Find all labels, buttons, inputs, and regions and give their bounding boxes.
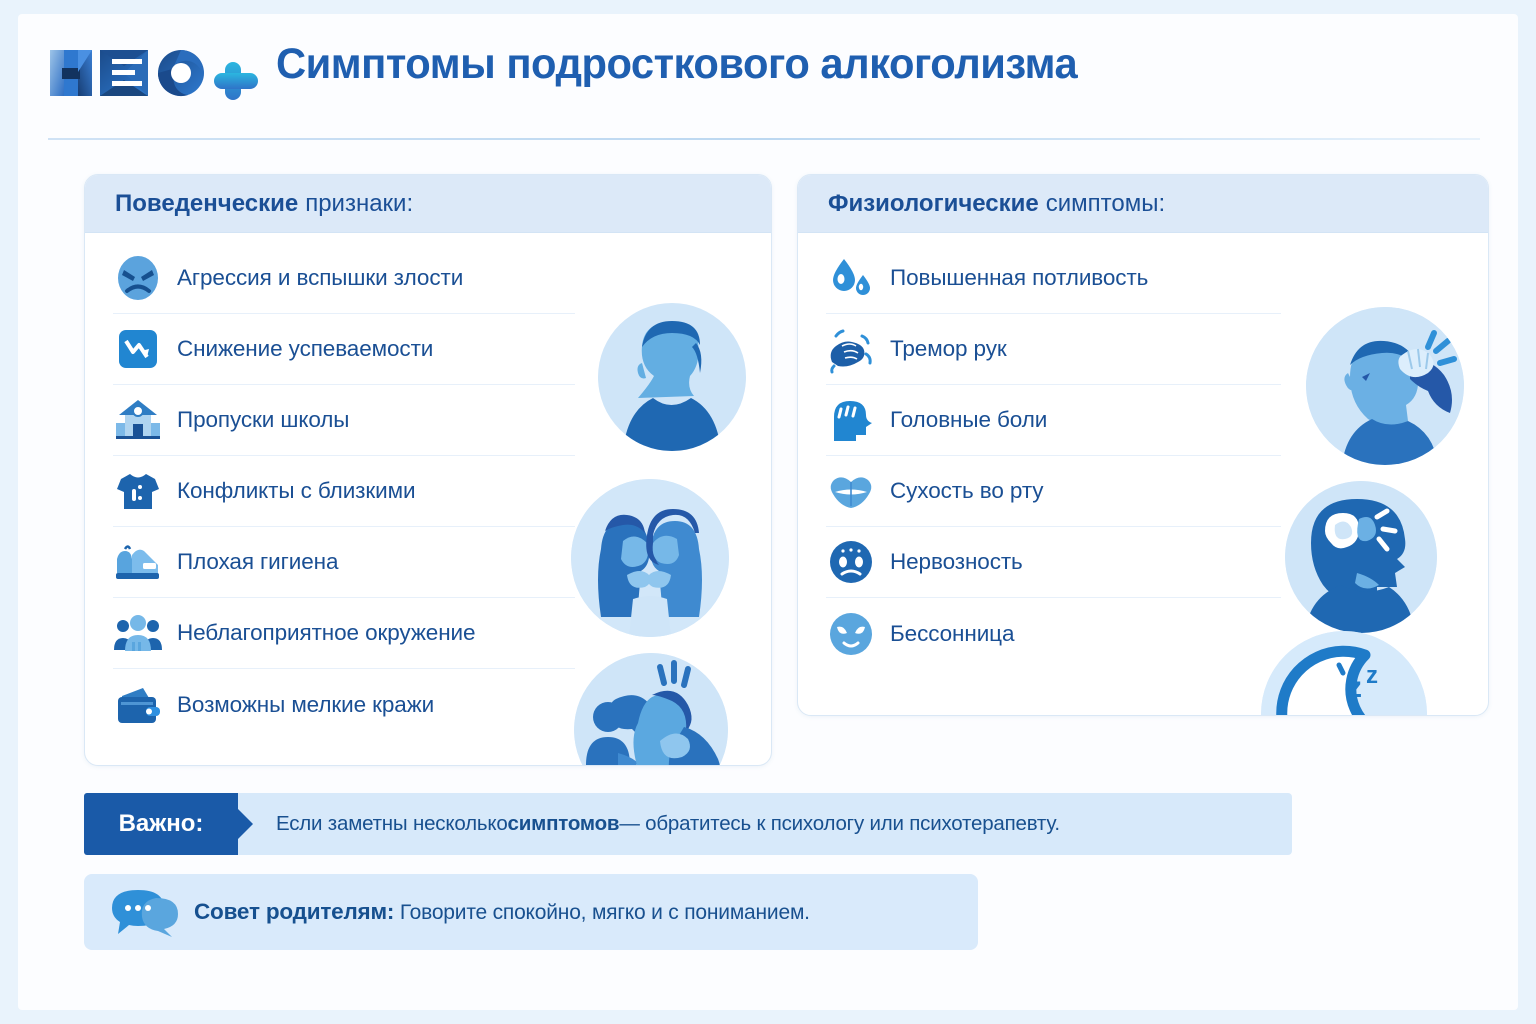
header: Симптомы подросткового алкоголизма xyxy=(48,38,1488,130)
sweat-drops-icon xyxy=(826,253,876,303)
list-item[interactable]: Нервозность xyxy=(826,527,1281,598)
physiological-symptoms-panel: Физиологические симптомы: Повышенная пот… xyxy=(797,174,1489,716)
sleep-moon-illustration: z z xyxy=(1261,631,1427,715)
list-item[interactable]: Возможны мелкие кражи xyxy=(113,669,575,740)
behavioral-signs-panel: Поведенческие признаки: Агрессия и вспыш… xyxy=(84,174,772,766)
list-item-label: Агрессия и вспышки злости xyxy=(177,265,464,290)
physiological-list: Повышенная потливость Тремор рук xyxy=(826,243,1281,669)
important-text-bold: симптомов xyxy=(507,812,620,835)
list-item-label: Головные боли xyxy=(890,407,1048,432)
argument-couple-illustration xyxy=(571,479,729,637)
list-item[interactable]: Пропуски школы xyxy=(113,385,575,456)
nervous-face-icon xyxy=(826,537,876,587)
important-note-bar: Важно: Если заметны несколько симптомов … xyxy=(84,793,1292,855)
physiological-header-bold: Физиологические xyxy=(828,189,1039,217)
list-item[interactable]: Повышенная потливость xyxy=(826,243,1281,314)
chat-bubble-icon xyxy=(108,884,182,940)
list-item-label: Неблагоприятное окружение xyxy=(177,620,476,645)
list-item-label: Конфликты с близкими xyxy=(177,478,416,503)
list-item[interactable]: Агрессия и вспышки злости xyxy=(113,243,575,314)
list-item-label: Пропуски школы xyxy=(177,407,350,432)
list-item[interactable]: Бессонница xyxy=(826,598,1281,669)
behavioral-panel-body: Агрессия и вспышки злости Снижение успев… xyxy=(85,233,771,765)
list-item[interactable]: Тремор рук xyxy=(826,314,1281,385)
list-item[interactable]: Конфликты с близкими xyxy=(113,456,575,527)
group-people-icon xyxy=(113,608,163,658)
behavioral-panel-header: Поведенческие признаки: xyxy=(85,175,771,233)
important-tag: Важно: xyxy=(84,793,238,855)
dry-lips-icon xyxy=(826,466,876,516)
shaking-hand-icon xyxy=(826,324,876,374)
important-message: Если заметны несколько симптомов — обрат… xyxy=(238,793,1060,855)
counseling-talk-illustration xyxy=(574,653,728,765)
list-item-label: Плохая гигиена xyxy=(177,549,339,574)
advice-body-text: Говорите спокойно, мягко и с пониманием. xyxy=(399,901,810,924)
list-item-label: Нервозность xyxy=(890,549,1023,574)
parents-advice-bar: Совет родителям: Говорите спокойно, мягк… xyxy=(84,874,978,950)
list-item-label: Возможны мелкие кражи xyxy=(177,691,435,717)
physiological-header-regular: симптомы: xyxy=(1045,189,1166,217)
brain-head-illustration xyxy=(1285,481,1437,633)
neo-plus-logo xyxy=(48,42,264,104)
important-tag-label: Важно: xyxy=(118,810,204,837)
teen-portrait-illustration xyxy=(598,303,746,451)
tshirt-icon xyxy=(113,466,163,516)
headache-person-illustration xyxy=(1306,307,1464,465)
wallet-icon xyxy=(113,680,163,730)
svg-text:z: z xyxy=(1366,662,1378,689)
declining-chart-icon xyxy=(113,324,163,374)
svg-text:z: z xyxy=(1347,671,1362,704)
header-divider xyxy=(48,138,1480,140)
list-item[interactable]: Снижение успеваемости xyxy=(113,314,575,385)
behavioral-header-regular: признаки: xyxy=(305,189,414,217)
behavioral-header-bold: Поведенческие xyxy=(115,189,299,217)
advice-bold-label: Совет родителям: xyxy=(194,899,395,924)
list-item[interactable]: Головные боли xyxy=(826,385,1281,456)
infographic-card: Симптомы подросткового алкоголизма Повед… xyxy=(18,14,1518,1010)
school-building-icon xyxy=(113,395,163,445)
behavioral-list: Агрессия и вспышки злости Снижение успев… xyxy=(113,243,575,740)
list-item-label: Тремор рук xyxy=(890,336,1007,361)
list-item[interactable]: Сухость во рту xyxy=(826,456,1281,527)
physiological-panel-body: Повышенная потливость Тремор рук xyxy=(798,233,1488,715)
list-item-label: Повышенная потливость xyxy=(890,265,1149,290)
list-item[interactable]: Неблагоприятное окружение xyxy=(113,598,575,669)
list-item-label: Бессонница xyxy=(890,620,1015,646)
head-pain-icon xyxy=(826,395,876,445)
physiological-panel-header: Физиологические симптомы: xyxy=(798,175,1488,233)
important-text-before: Если заметны несколько xyxy=(276,812,508,835)
list-item-label: Сухость во рту xyxy=(890,478,1044,503)
hygiene-soap-icon xyxy=(113,537,163,587)
list-item-label: Снижение успеваемости xyxy=(177,336,434,361)
important-text-after: — обратитесь к психологу или психотерапе… xyxy=(619,812,1060,835)
page-title: Симптомы подросткового алкоголизма xyxy=(276,40,1078,88)
advice-text: Совет родителям: Говорите спокойно, мягк… xyxy=(194,899,810,925)
list-item[interactable]: Плохая гигиена xyxy=(113,527,575,598)
insomnia-face-icon xyxy=(826,609,876,659)
angry-face-icon xyxy=(113,253,163,303)
